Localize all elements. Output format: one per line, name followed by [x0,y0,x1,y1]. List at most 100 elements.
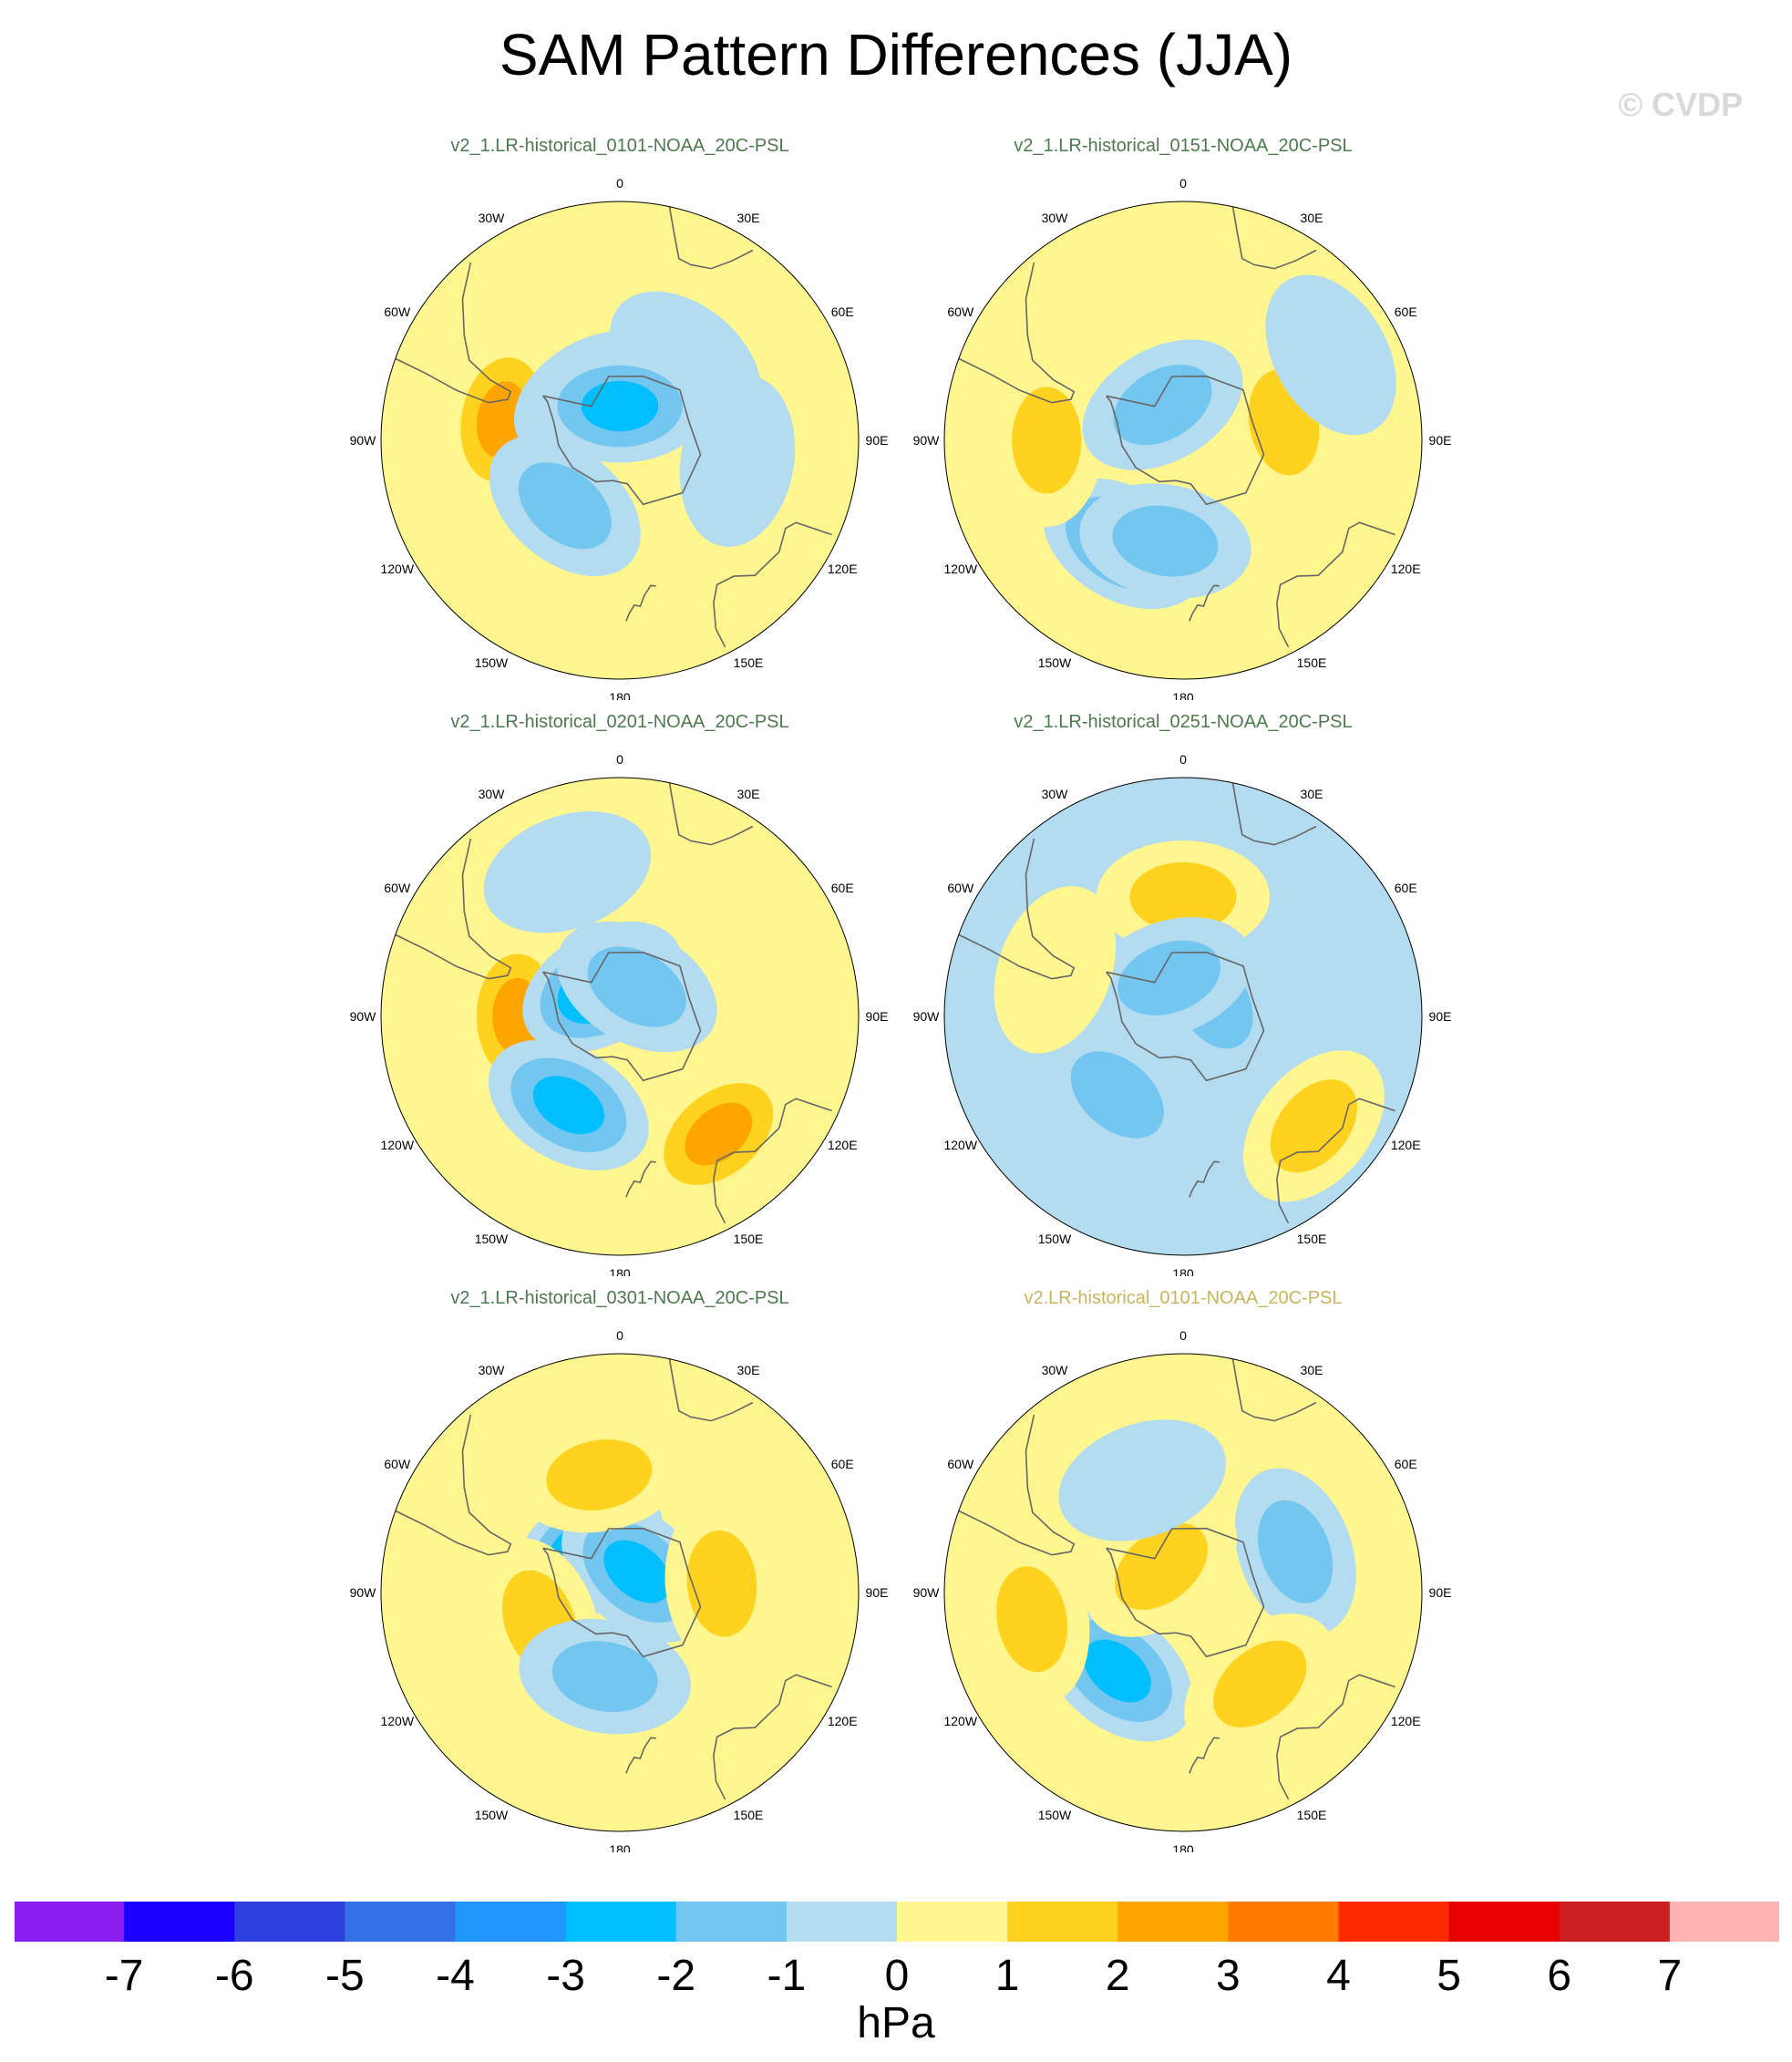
colorbar-swatch [345,1901,456,1943]
colorbar-tick-label: 6 [1547,1952,1572,2000]
coastline [668,1358,754,1422]
polar-map: 0 30E 60E 90E 120E 150E 180 150W 120W 90W 60W 30W [913,752,1452,1276]
colorbar-tick-label: 0 [884,1952,910,2000]
longitude-label: 30E [737,211,760,225]
anomaly-contour [1117,940,1221,1016]
map-border [943,777,1423,1256]
longitude-label: 60W [384,1457,411,1471]
anomaly-contour [686,1530,757,1637]
anomaly-contour [996,1566,1068,1673]
polar-map: 0 30E 60E 90E 120E 150E 180 150W 120W 90W 60W 30W [350,752,889,1276]
coastline [1231,782,1317,846]
colorbar-swatch [124,1901,235,1943]
map-border [943,1353,1423,1832]
anomaly-contour [587,946,686,1027]
coastline [958,262,1076,404]
longitude-label: 120E [1391,1714,1421,1728]
longitude-label: 30E [1301,211,1323,225]
panel-title: v2_1.LR-historical_0151-NOAA_20C-PSL [1014,136,1353,156]
anomaly-contour [1265,274,1396,436]
longitude-label: 180 [609,1842,631,1852]
anomaly-contour [1113,364,1212,446]
longitude-label: 90W [913,1009,941,1024]
colorbar-tick-label: -6 [214,1952,254,2000]
coastline [1106,1527,1265,1658]
longitude-label: 180 [1172,1266,1194,1276]
longitude-label: 90W [913,433,941,448]
map-panel: v2.LR-historical_0101-NOAA_20C-PSL 0 30E 60… [864,1287,1502,1852]
colorbar-tick-label: 2 [1105,1952,1130,2000]
anomaly-contour [1258,1500,1334,1603]
map-panel: v2_1.LR-historical_0301-NOAA_20C-PSL 0 30E… [301,1287,939,1852]
coastline [542,1527,702,1658]
longitude-label: 90W [350,1009,377,1024]
longitude-label: 180 [1172,690,1194,700]
longitude-label: 120E [1391,1138,1421,1152]
colorbar-tick-label: -5 [325,1952,365,2000]
longitude-label: 120W [380,1714,414,1728]
longitude-label: 150E [1297,1808,1327,1822]
anomaly-contour [518,462,612,550]
coastline [395,1414,512,1556]
colorbar-tick-label: -2 [656,1952,696,2000]
map-border [380,777,860,1256]
colorbar-svg [14,1901,1781,1943]
longitude-label: 150E [1297,1232,1327,1246]
coastline [1106,375,1265,506]
map-panel: v2_1.LR-historical_0251-NOAA_20C-PSL 0 30E… [864,711,1502,1276]
longitude-label: 150W [475,1232,509,1246]
longitude-label: 90W [350,433,377,448]
longitude-label: 30W [1042,1363,1069,1377]
coastline [1276,1674,1395,1800]
panel-title: v2_1.LR-historical_0201-NOAA_20C-PSL [450,712,789,732]
longitude-label: 90E [866,1009,889,1024]
colorbar-tick-label: -1 [767,1952,807,2000]
colorbar-swatch [1669,1901,1781,1943]
longitude-label: 150W [1038,1232,1072,1246]
coastline [958,1414,1076,1556]
longitude-label: 150W [1038,1808,1072,1822]
longitude-label: 60W [947,881,974,895]
longitude-label: 0 [616,176,623,191]
longitude-label: 120E [828,1714,858,1728]
coastline [395,838,512,980]
longitude-label: 60W [947,1457,974,1471]
longitude-label: 90E [1429,1585,1452,1600]
longitude-label: 0 [1179,752,1187,767]
longitude-label: 30W [479,211,506,225]
longitude-label: 60E [831,1457,854,1471]
longitude-label: 120W [943,1138,977,1152]
longitude-label: 0 [1179,1328,1187,1343]
longitude-label: 120W [380,562,414,576]
longitude-label: 120W [943,1714,977,1728]
polar-map: 0 30E 60E 90E 120E 150E 180 150W 120W 90W 60W 30W [350,1328,889,1852]
colorbar-swatch [897,1901,1008,1943]
anomaly-contour [1012,387,1082,494]
longitude-label: 180 [1172,1842,1194,1852]
map-panel: v2_1.LR-historical_0151-NOAA_20C-PSL 0 30E… [864,135,1502,700]
longitude-label: 90E [866,433,889,448]
anomaly-contour [581,381,659,432]
panel-title: v2_1.LR-historical_0101-NOAA_20C-PSL [450,136,789,156]
anomaly-contour [551,1641,658,1713]
longitude-label: 90W [913,1585,941,1600]
longitude-label: 60E [831,881,854,895]
anomaly-contour [1213,1640,1307,1727]
coastline [1189,1737,1220,1774]
colorbar-tick-label: 4 [1326,1952,1351,2000]
colorbar-swatch [1559,1901,1671,1943]
anomaly-contour [603,1540,672,1603]
polar-map: 0 30E 60E 90E 120E 150E 180 150W 120W 90W 60W 30W [913,176,1452,700]
longitude-label: 30W [1042,787,1069,801]
colorbar-tick-label: 5 [1437,1952,1461,2000]
coastline [542,951,702,1082]
polar-map: 0 30E 60E 90E 120E 150E 180 150W 120W 90W 60W 30W [350,176,889,700]
colorbar-swatch [1228,1901,1339,1943]
coastline [713,521,832,648]
coastline [1276,521,1395,648]
panel-title: v2_1.LR-historical_0251-NOAA_20C-PSL [1014,712,1353,732]
longitude-label: 30W [479,787,506,801]
colorbar-swatch [1117,1901,1229,1943]
colorbar-tick-label: -4 [436,1952,475,2000]
coastline [713,1098,832,1224]
